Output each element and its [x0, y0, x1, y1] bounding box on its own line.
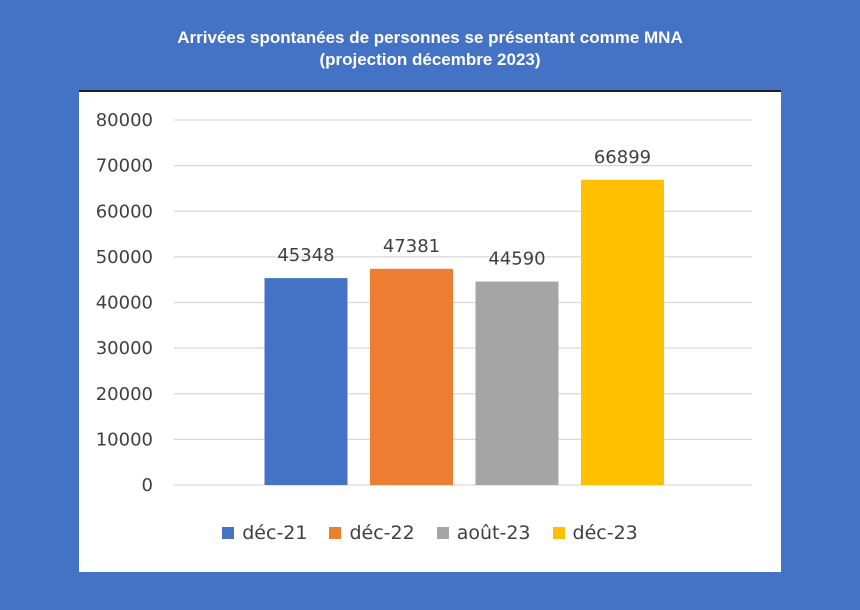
data-label-2: 44590 [488, 249, 545, 270]
legend-swatch [552, 527, 565, 539]
legend-item: déc-23 [552, 522, 638, 544]
y-tick-label: 50000 [96, 247, 153, 268]
y-tick-label: 0 [142, 475, 153, 496]
y-tick-label: 20000 [96, 384, 153, 405]
legend-swatch [329, 527, 342, 539]
legend: déc-21 déc-22 août-23 déc-23 [79, 522, 781, 544]
panel-top-rule [79, 90, 781, 92]
legend-label: août-23 [456, 522, 531, 544]
data-labels: 45348 47381 44590 66899 [277, 147, 651, 270]
bar-3 [581, 179, 664, 485]
bar-0 [264, 278, 348, 485]
bar-chart: 0 10000 20000 30000 40000 50000 60000 70000 8000… [96, 110, 752, 496]
chart-title: Arrivées spontanées de personnes se prés… [177, 28, 683, 47]
gridlines [174, 119, 752, 486]
legend-swatch [222, 527, 235, 539]
bar-1 [370, 268, 453, 485]
y-tick-label: 10000 [96, 429, 153, 450]
legend-item: déc-21 [222, 522, 307, 544]
y-tick-label: 80000 [96, 110, 153, 131]
legend-item: déc-22 [329, 522, 415, 544]
data-label-1: 47381 [383, 236, 440, 257]
bars [264, 179, 664, 485]
data-label-3: 66899 [594, 147, 651, 168]
legend-label: déc-22 [349, 522, 415, 544]
legend-label: déc-23 [572, 522, 638, 544]
chart-subtitle: (projection décembre 2023) [319, 50, 541, 69]
y-tick-label: 60000 [96, 201, 153, 222]
y-tick-label: 40000 [96, 293, 153, 314]
data-label-0: 45348 [277, 245, 334, 266]
y-tick-label: 30000 [96, 338, 153, 359]
chart-panel: 0 10000 20000 30000 40000 50000 60000 70000 8000… [79, 90, 781, 572]
bar-2 [475, 281, 559, 485]
legend-label: déc-21 [242, 522, 308, 544]
y-tick-label: 70000 [96, 156, 153, 177]
y-axis: 0 10000 20000 30000 40000 50000 60000 70000 8000… [96, 110, 153, 496]
legend-item: août-23 [436, 522, 531, 544]
legend-swatch [436, 527, 449, 539]
